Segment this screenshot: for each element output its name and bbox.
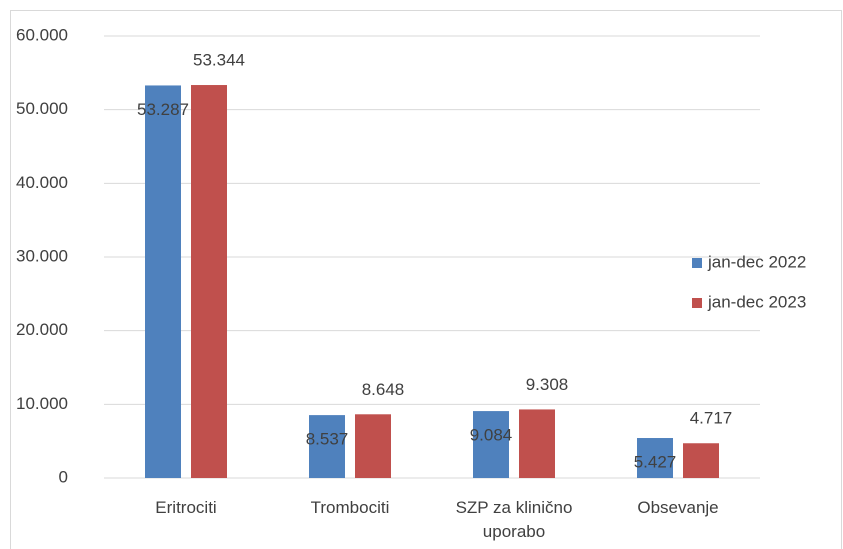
y-tick-label: 40.000 (16, 173, 68, 192)
legend-swatch (692, 258, 702, 268)
bar (309, 415, 345, 478)
y-tick-label: 0 (59, 467, 68, 486)
data-label: 4.717 (690, 409, 733, 428)
bar (355, 414, 391, 478)
legend-label: jan-dec 2022 (707, 252, 806, 271)
data-label: 9.084 (470, 426, 513, 445)
y-tick-label: 60.000 (16, 25, 68, 44)
x-tick-label: SZP za klinično uporabo (455, 498, 573, 541)
data-label: 53.344 (193, 51, 245, 70)
data-label: 5.427 (634, 453, 677, 472)
bar (191, 85, 227, 478)
data-label: 8.648 (362, 380, 405, 399)
x-tick-label: Obsevanje (637, 498, 719, 517)
bar (145, 85, 181, 479)
legend-label: jan-dec 2023 (707, 292, 806, 311)
y-tick-label: 50.000 (16, 99, 68, 118)
y-tick-label: 30.000 (16, 246, 68, 265)
x-tick-label: Trombociti (310, 498, 390, 517)
bar (519, 409, 555, 478)
data-label: 9.308 (526, 375, 569, 394)
bar (637, 438, 673, 478)
data-label: 53.287 (137, 100, 189, 119)
x-tick-label: Eritrociti (155, 498, 217, 517)
y-tick-label: 10.000 (16, 394, 68, 413)
bar (473, 411, 509, 478)
chart-border (10, 10, 842, 549)
data-label: 8.537 (306, 430, 349, 449)
bar (683, 443, 719, 478)
legend-swatch (692, 298, 702, 308)
y-tick-label: 20.000 (16, 320, 68, 339)
